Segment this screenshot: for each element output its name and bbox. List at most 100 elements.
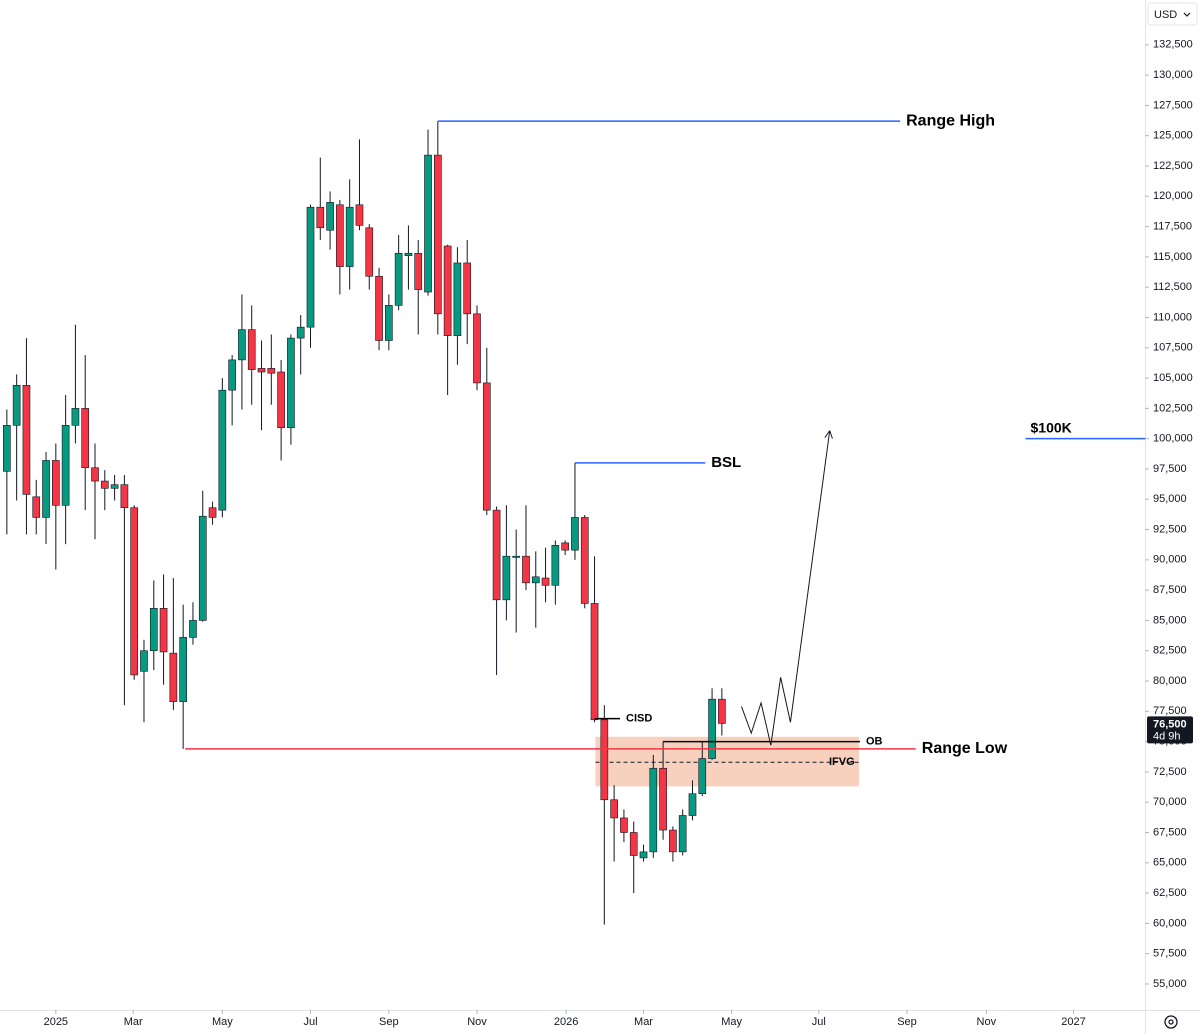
currency-selector[interactable]: USD: [1147, 2, 1198, 26]
x-tick-label: 2026: [554, 1016, 578, 1028]
y-tick-label: 130,000: [1153, 69, 1193, 81]
candle-body: [3, 425, 11, 472]
settings-icon[interactable]: [1164, 1015, 1178, 1029]
candle-body: [365, 227, 374, 277]
candle-body: [32, 496, 41, 518]
candle-body: [345, 206, 354, 267]
candle-body: [551, 544, 560, 586]
x-tick-label: Jul: [812, 1016, 826, 1028]
candle-body: [42, 460, 50, 518]
candle-body: [482, 382, 491, 511]
candle-body: [326, 202, 334, 231]
y-tick-label: 112,500: [1153, 281, 1192, 293]
candle-body: [561, 542, 569, 551]
y-tick-label: 115,000: [1153, 251, 1192, 263]
candle-body: [541, 577, 550, 586]
projection-path: [740, 431, 829, 746]
settings-icon-center[interactable]: [1168, 1019, 1174, 1025]
candle-body: [238, 329, 246, 361]
y-tick-label: 107,500: [1153, 342, 1193, 354]
y-tick-label: 117,500: [1153, 221, 1192, 233]
candle-body: [52, 460, 60, 506]
candle-body: [453, 262, 462, 336]
candle-body: [12, 385, 21, 426]
price-tag: [1147, 716, 1193, 744]
x-tick-label: May: [212, 1016, 233, 1028]
y-tick-label: 105,000: [1153, 372, 1193, 384]
y-tick-label: 77,500: [1153, 705, 1187, 717]
candle-body: [22, 385, 31, 495]
x-tick-label: Sep: [379, 1016, 399, 1028]
level-label: CISD: [626, 712, 652, 724]
y-tick-label: 125,000: [1153, 130, 1193, 142]
candle-body: [698, 758, 707, 795]
chevron[interactable]: [1183, 12, 1191, 17]
candle-body: [502, 555, 511, 601]
candle-body: [610, 799, 618, 819]
level-label: BSL: [711, 454, 741, 471]
y-tick-label: 80,000: [1153, 675, 1187, 687]
x-tick-label: Sep: [897, 1016, 917, 1028]
candle-body: [179, 637, 187, 702]
y-tick-label: 97,500: [1153, 463, 1187, 475]
candle-body: [639, 851, 648, 859]
plot-area: IFVG Range High BSL $100K Range Low CISD OB: [3, 112, 1145, 925]
candle-body: [355, 204, 364, 226]
candle-body: [708, 698, 716, 759]
candle-body: [512, 555, 521, 558]
x-tick-label: Jul: [303, 1016, 317, 1028]
level-label: OB: [866, 736, 883, 748]
candle-body: [149, 608, 158, 652]
candle-body: [473, 313, 481, 384]
candle-body: [669, 829, 677, 853]
y-tick-label: 92,500: [1153, 523, 1187, 535]
y-tick-label: 67,500: [1153, 826, 1187, 838]
candle-body: [306, 206, 315, 328]
candle-body: [394, 252, 403, 306]
candle-body: [267, 368, 276, 374]
x-tick-label: Mar: [634, 1016, 653, 1028]
y-tick-label: 57,500: [1153, 948, 1187, 960]
candle-body: [620, 817, 628, 833]
y-tick-label: 65,000: [1153, 857, 1187, 869]
candle-body: [91, 467, 99, 482]
candle-body: [169, 652, 178, 702]
candle-body: [130, 507, 139, 676]
candle-body: [208, 507, 217, 518]
currency-box[interactable]: [1147, 2, 1198, 26]
y-tick-label: 55,000: [1153, 978, 1187, 990]
y-tick-label: 72,500: [1153, 766, 1187, 778]
candle-body: [81, 408, 90, 469]
candle-body: [120, 484, 129, 509]
candle-body: [629, 832, 638, 856]
x-tick-label: May: [721, 1016, 742, 1028]
candle-body: [531, 576, 540, 584]
candle-body: [110, 484, 119, 489]
x-tick-label: 2025: [44, 1016, 68, 1028]
level-label: Range Low: [922, 740, 1008, 757]
candle-body: [287, 337, 295, 429]
candle-body: [659, 767, 667, 831]
candle-body: [404, 252, 413, 256]
candle-body: [159, 608, 168, 653]
candle-body: [590, 603, 599, 721]
settings-button[interactable]: [1164, 1015, 1178, 1029]
price-tag-label: 76,500: [1153, 718, 1187, 730]
candle-body: [522, 555, 530, 584]
axes: 55,000 57,500 60,000 62,500 65,000 67,500 70,0…: [44, 39, 1193, 1028]
candle-body: [649, 767, 658, 853]
currency-label[interactable]: USD: [1154, 9, 1177, 21]
y-tick-label: 87,500: [1153, 584, 1187, 596]
y-tick-label: 100,000: [1153, 433, 1193, 445]
ifvg-zone: [595, 736, 859, 787]
ifvg-label: IFVG: [829, 756, 855, 768]
candle-body: [140, 650, 148, 672]
candle-body: [296, 326, 305, 339]
price-tag-countdown: 4d 9h: [1153, 730, 1181, 742]
candle-body: [433, 154, 442, 315]
candle-body: [600, 719, 609, 801]
y-tick-label: 110,000: [1153, 311, 1192, 323]
y-tick-label: 60,000: [1153, 917, 1187, 929]
